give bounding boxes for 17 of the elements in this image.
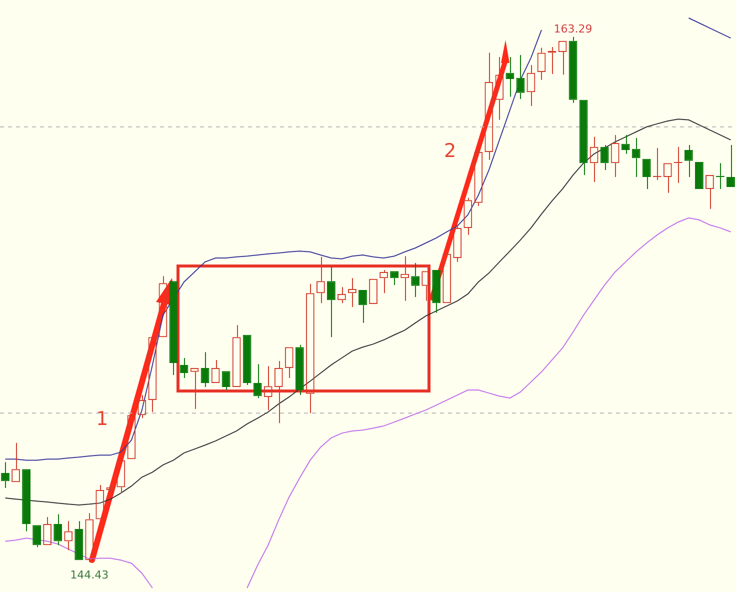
- candlestick: [600, 144, 609, 171]
- candlestick: [74, 520, 84, 560]
- candlestick: [568, 36, 578, 104]
- candlestick: [295, 344, 304, 396]
- annotation: 2: [444, 140, 456, 162]
- annotation: 1: [96, 408, 108, 430]
- annotation: 163.29: [554, 22, 592, 36]
- candlestick: [358, 290, 367, 324]
- candlestick: [32, 525, 42, 548]
- candlestick: [22, 469, 30, 532]
- candlestick: [200, 352, 210, 388]
- candlestick: [516, 54, 525, 100]
- candlestick: [242, 334, 252, 386]
- candlestick: [326, 266, 336, 338]
- annotation: 144.43: [70, 568, 109, 582]
- candlestick: [222, 371, 230, 391]
- candlestick: [54, 514, 62, 546]
